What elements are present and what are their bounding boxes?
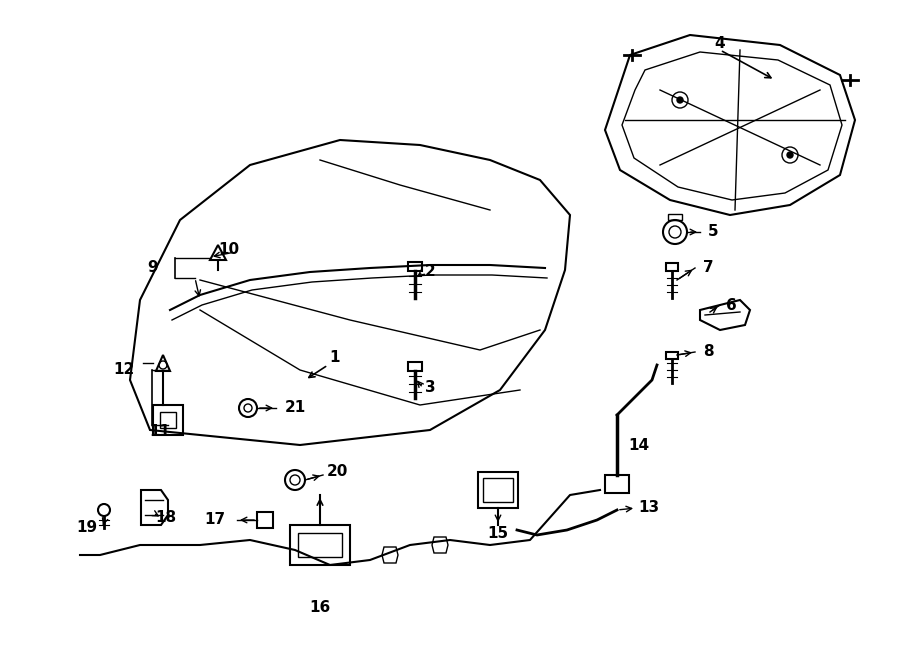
Text: 1: 1 <box>329 350 340 366</box>
Text: 2: 2 <box>425 264 436 280</box>
Text: 6: 6 <box>726 297 737 313</box>
Bar <box>408 362 422 371</box>
Text: 16: 16 <box>310 600 330 615</box>
Circle shape <box>677 97 683 103</box>
Text: 20: 20 <box>327 465 348 479</box>
Text: 7: 7 <box>703 260 714 276</box>
Bar <box>666 263 678 271</box>
Text: 4: 4 <box>715 36 725 50</box>
Text: 12: 12 <box>113 362 135 377</box>
Bar <box>666 352 678 359</box>
Bar <box>605 475 629 493</box>
Text: 11: 11 <box>149 424 170 440</box>
Text: 21: 21 <box>285 401 306 416</box>
Text: 17: 17 <box>204 512 225 527</box>
Bar <box>153 405 183 435</box>
Bar <box>408 262 422 271</box>
Bar <box>160 412 176 428</box>
Text: 9: 9 <box>148 260 158 276</box>
Text: 19: 19 <box>76 520 97 535</box>
Bar <box>298 533 342 557</box>
Text: 18: 18 <box>155 510 176 525</box>
Bar <box>257 512 273 528</box>
Text: 8: 8 <box>703 344 714 360</box>
Text: 5: 5 <box>708 225 718 239</box>
Text: 3: 3 <box>425 381 436 395</box>
Circle shape <box>787 152 793 158</box>
Text: 10: 10 <box>218 243 239 258</box>
Bar <box>478 472 518 508</box>
Bar <box>290 525 350 565</box>
Bar <box>483 478 513 502</box>
Text: 14: 14 <box>628 438 649 453</box>
Text: 15: 15 <box>488 525 508 541</box>
Bar <box>668 214 682 220</box>
Text: 13: 13 <box>638 500 659 516</box>
